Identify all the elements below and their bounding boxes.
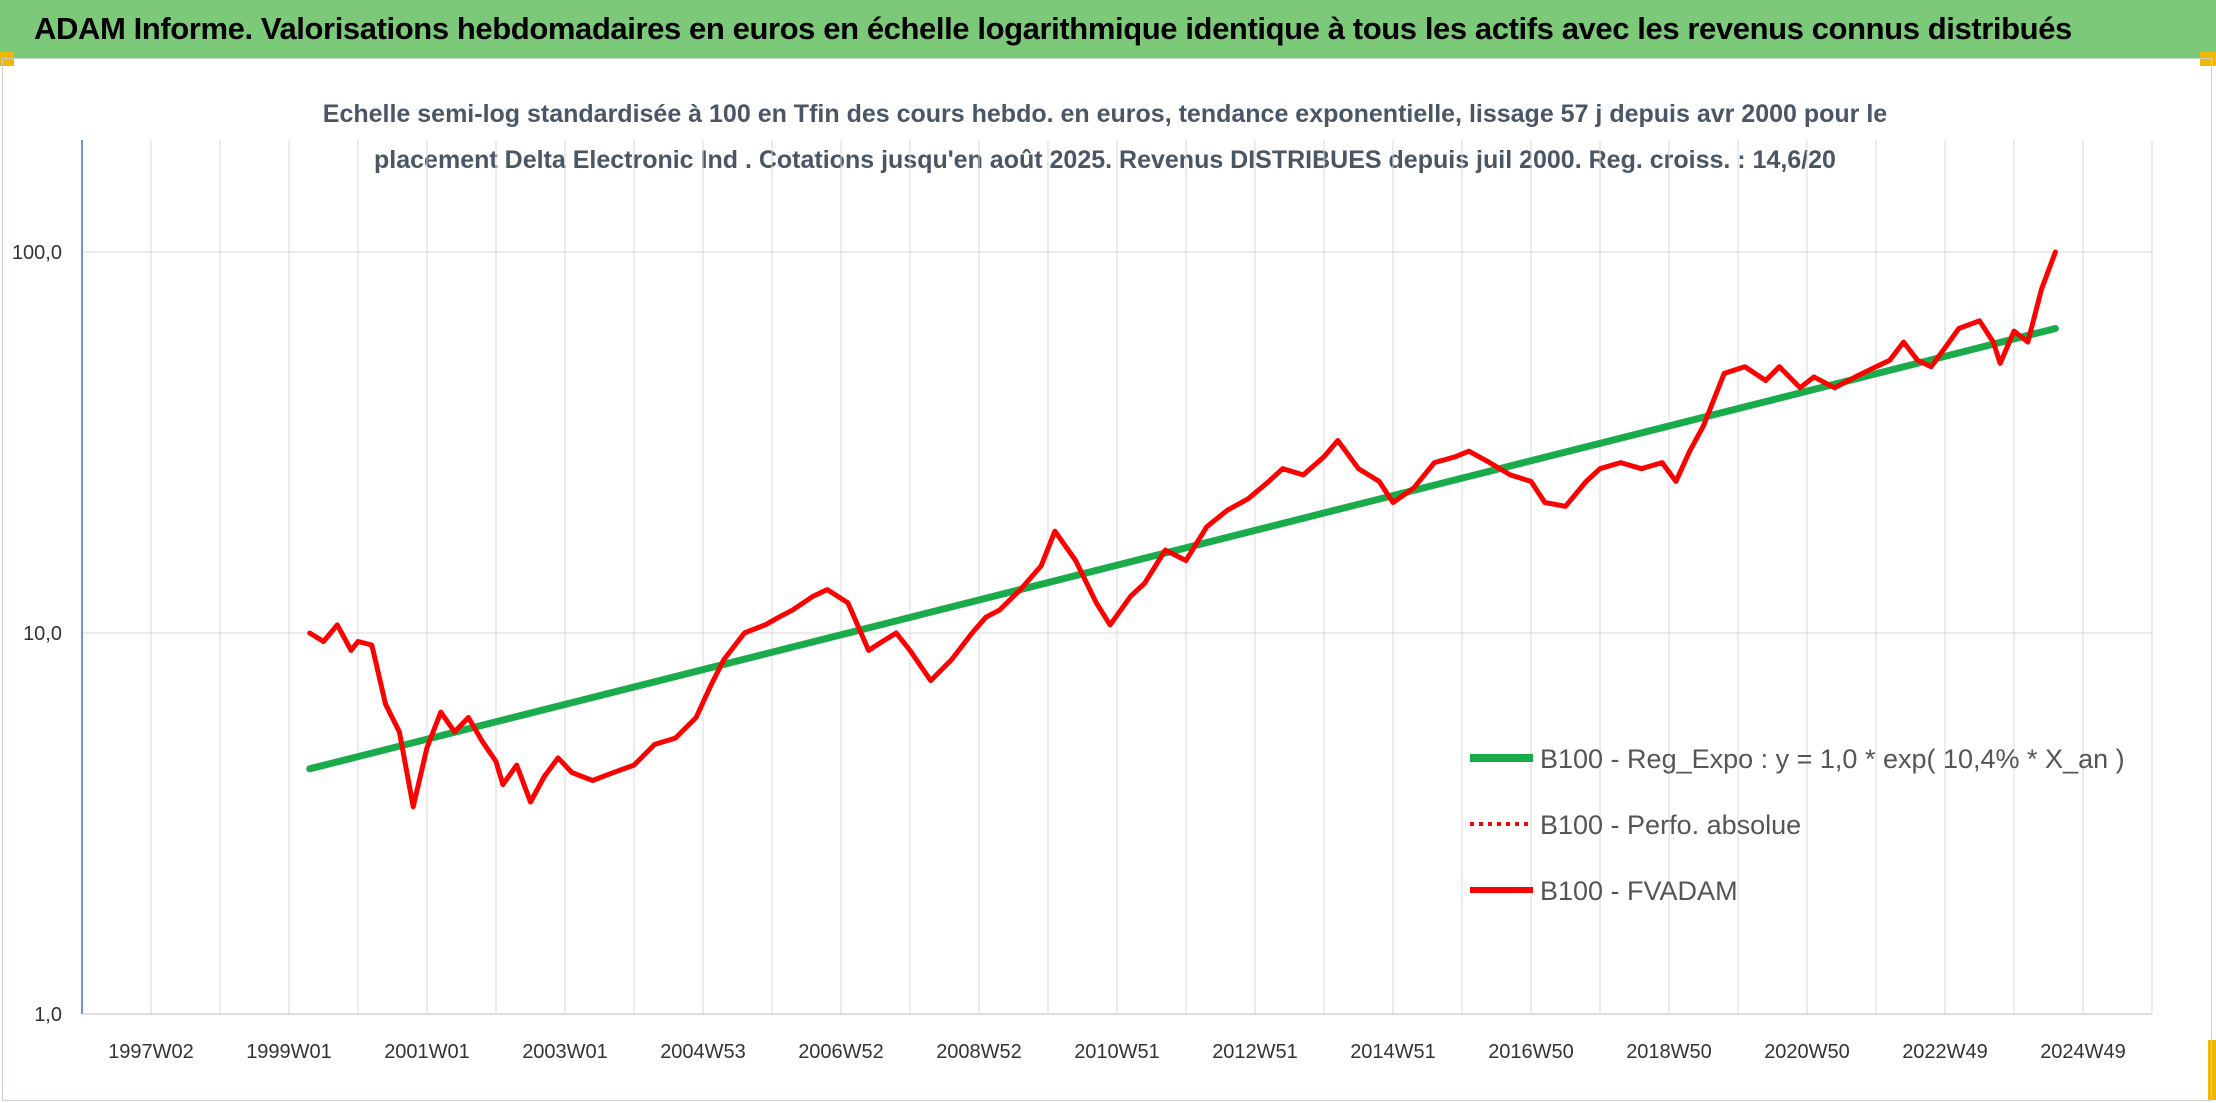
legend-label: B100 - Reg_Expo : y = 1,0 * exp( 10,4% *… — [1540, 744, 2125, 774]
report-banner: ADAM Informe. Valorisations hebdomadaire… — [0, 0, 2216, 58]
corner-marker-right — [2200, 52, 2216, 66]
x-tick-label: 1999W01 — [246, 1041, 332, 1063]
axes — [81, 140, 2152, 1015]
corner-marker-left — [0, 52, 14, 66]
x-tick-label: 2024W49 — [2040, 1041, 2126, 1063]
x-tick-label: 2006W52 — [798, 1041, 884, 1063]
x-tick-label: 2010W51 — [1074, 1041, 1160, 1063]
y-tick-label: 10,0 — [23, 623, 62, 645]
x-tick-label: 2004W53 — [660, 1041, 746, 1063]
legend: B100 - Reg_Expo : y = 1,0 * exp( 10,4% *… — [1470, 744, 2125, 906]
corner-marker-bottom-right — [2208, 1040, 2216, 1100]
x-tick-label: 2018W50 — [1626, 1041, 1712, 1063]
chart-title-line-2: placement Delta Electronic Ind . Cotatio… — [374, 146, 1836, 174]
y-tick-label: 1,0 — [34, 1004, 62, 1026]
x-tick-label: 1997W02 — [108, 1041, 194, 1063]
series-lines — [306, 249, 2059, 810]
chart-frame — [2, 58, 2212, 1101]
x-tick-label: 2020W50 — [1764, 1041, 1850, 1063]
x-tick-label: 2014W51 — [1350, 1041, 1436, 1063]
y-tick-label: 100,0 — [12, 242, 62, 264]
x-tick-label: 2008W52 — [936, 1041, 1022, 1063]
fvadam-line — [307, 249, 2058, 810]
legend-label: B100 - Perfo. absolue — [1540, 810, 1801, 840]
y-tick-labels: 100,0 10,0 1,0 — [12, 242, 62, 1026]
x-tick-labels: 1997W02 1999W01 2001W01 2003W01 2004W53 2006W… — [108, 1041, 2126, 1063]
report-title: ADAM Informe. Valorisations hebdomadaire… — [34, 11, 2072, 46]
x-tick-label: 2022W49 — [1902, 1041, 1988, 1063]
x-tick-label: 2001W01 — [384, 1041, 470, 1063]
x-tick-label: 2003W01 — [522, 1041, 608, 1063]
x-tick-label: 2016W50 — [1488, 1041, 1574, 1063]
grid-lines — [81, 140, 2153, 1015]
trend-line — [306, 325, 2059, 773]
chart-title-line-1: Echelle semi-log standardisée à 100 en T… — [323, 100, 1888, 128]
legend-label: B100 - FVADAM — [1540, 876, 1738, 906]
x-tick-label: 2012W51 — [1212, 1041, 1298, 1063]
